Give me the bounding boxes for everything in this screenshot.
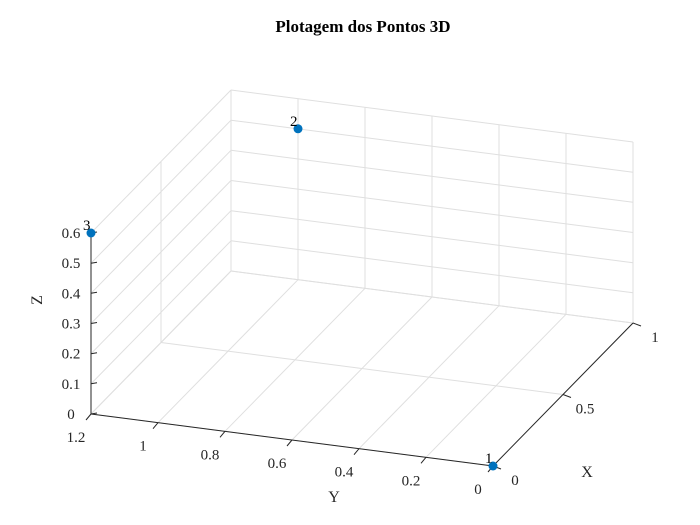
label-layer: 00.5100.20.40.60.811.200.10.20.30.40.50.…	[62, 226, 659, 498]
data-point	[293, 124, 303, 134]
z-tick-label: 0.1	[62, 377, 81, 393]
point-layer: 1 2 3	[83, 114, 498, 471]
y-axis-label: Y	[328, 489, 340, 506]
z-tick-label: 0	[67, 407, 75, 423]
chart-title: Plotagem dos Pontos 3D	[275, 17, 450, 36]
z-tick	[90, 412, 98, 415]
y-tick-label: 0	[474, 482, 482, 498]
z-tick-label: 0.2	[62, 347, 81, 363]
grid-line-side-z	[90, 270, 232, 415]
z-axis-label: Z	[29, 295, 46, 305]
grid-line-back-z	[230, 149, 634, 203]
y-tick	[286, 439, 293, 447]
grid-line-side-z	[90, 119, 232, 264]
z-tick-label: 0.5	[62, 256, 81, 272]
x-tick-label: 0.5	[576, 402, 595, 418]
grid-line-floor-y	[358, 305, 500, 450]
z-tick	[90, 352, 98, 355]
grid-layer	[90, 89, 634, 467]
y-tick-label: 0.4	[335, 465, 354, 481]
y-tick-label: 1.2	[67, 430, 86, 446]
z-tick-label: 0.3	[62, 317, 81, 333]
y-tick	[420, 456, 427, 464]
grid-line-back-z	[230, 210, 634, 264]
data-point	[488, 461, 498, 471]
x-axis-label: X	[581, 464, 593, 481]
z-tick-label: 0.4	[62, 286, 81, 302]
y-tick	[85, 413, 92, 421]
grid-line-side-z	[90, 210, 232, 355]
y-tick-label: 0.2	[402, 473, 421, 489]
z-tick	[90, 322, 98, 324]
grid-line-floor-y	[291, 296, 433, 441]
grid-line-back-z	[230, 89, 634, 143]
grid-line-floor-y	[425, 313, 567, 458]
data-point-label: 3	[83, 218, 91, 234]
data-point	[86, 228, 96, 238]
grid-line-floor-y	[224, 287, 366, 432]
grid-line-side-z	[90, 89, 232, 234]
grid-line-back-z	[230, 270, 634, 324]
x-tick	[562, 394, 572, 398]
grid-line-back-z	[230, 180, 634, 233]
grid-line-floor-y	[157, 279, 299, 424]
x-tick-label: 0	[511, 473, 519, 489]
x-tick	[632, 322, 642, 327]
y-tick	[219, 430, 226, 438]
y-tick-label: 0.6	[268, 456, 287, 472]
x-tick-label: 1	[651, 330, 659, 346]
z-tick	[90, 382, 98, 385]
axis-layer	[85, 231, 642, 473]
z-tick	[90, 291, 98, 294]
grid-line-side-z	[90, 180, 232, 324]
y-tick	[152, 422, 159, 430]
grid-line-back-z	[230, 240, 634, 294]
data-point-label: 2	[290, 114, 298, 130]
z-tick	[90, 261, 98, 264]
data-point-label: 1	[485, 451, 493, 467]
grid-line-side-z	[90, 240, 232, 385]
y-tick	[353, 448, 360, 456]
z-tick-label: 0.6	[62, 226, 81, 242]
y-tick-label: 0.8	[201, 447, 220, 463]
grid-line-side-z	[90, 149, 232, 294]
y-tick-label: 1	[139, 439, 147, 455]
